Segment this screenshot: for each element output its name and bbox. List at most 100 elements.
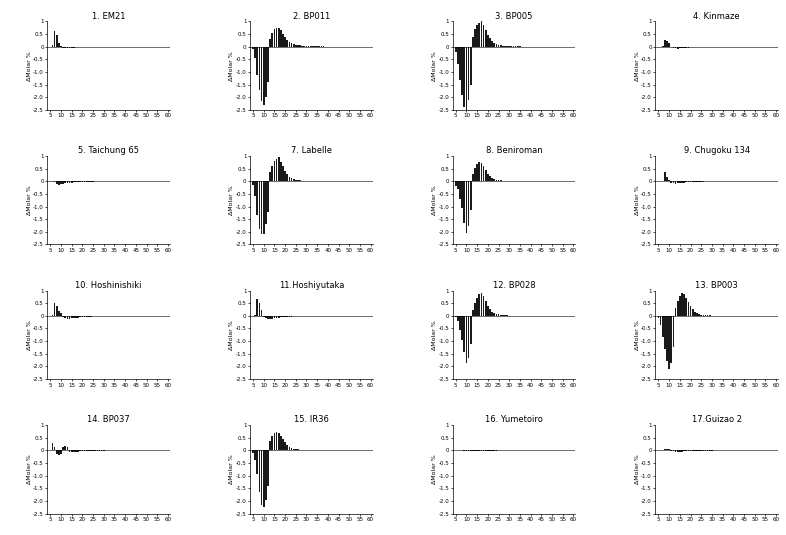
Bar	[468, 47, 469, 100]
Bar	[472, 174, 474, 181]
Bar	[252, 181, 254, 185]
Y-axis label: ΔMolar %: ΔMolar %	[27, 185, 31, 215]
Bar	[270, 172, 271, 181]
Bar	[683, 181, 685, 182]
Bar	[487, 305, 489, 316]
Title: 12. BP028: 12. BP028	[493, 281, 535, 290]
Bar	[685, 297, 687, 316]
Bar	[267, 316, 269, 319]
Bar	[459, 47, 461, 80]
Bar	[71, 450, 72, 452]
Bar	[256, 47, 259, 74]
Bar	[662, 449, 663, 450]
Bar	[282, 439, 284, 450]
Bar	[79, 450, 81, 452]
Bar	[688, 302, 689, 316]
Bar	[79, 316, 81, 317]
Bar	[62, 447, 64, 450]
Bar	[52, 443, 53, 450]
Bar	[681, 450, 683, 452]
Bar	[692, 450, 693, 451]
Y-axis label: ΔMolar %: ΔMolar %	[230, 320, 234, 350]
Bar	[270, 316, 271, 319]
Y-axis label: ΔMolar %: ΔMolar %	[432, 185, 437, 215]
Bar	[61, 181, 62, 184]
Bar	[673, 316, 674, 347]
Bar	[474, 450, 476, 451]
Bar	[280, 316, 281, 317]
Bar	[278, 157, 280, 181]
Bar	[674, 308, 677, 316]
Bar	[489, 39, 490, 47]
Bar	[470, 450, 472, 452]
Title: 3. BP005: 3. BP005	[495, 12, 533, 21]
Bar	[67, 181, 68, 183]
Bar	[77, 316, 79, 318]
Bar	[259, 450, 260, 492]
Bar	[53, 303, 56, 316]
Bar	[263, 316, 265, 317]
Bar	[491, 311, 493, 316]
Y-axis label: ΔMolar %: ΔMolar %	[27, 51, 31, 81]
Y-axis label: ΔMolar %: ΔMolar %	[230, 185, 234, 215]
Bar	[498, 315, 499, 316]
Bar	[474, 168, 476, 181]
Bar	[53, 181, 56, 182]
Bar	[62, 47, 64, 48]
Bar	[670, 47, 672, 48]
Bar	[461, 181, 463, 208]
Bar	[276, 159, 277, 181]
Bar	[677, 450, 678, 452]
Bar	[470, 181, 472, 210]
Title: 15. IR36: 15. IR36	[294, 415, 329, 424]
Bar	[668, 449, 670, 450]
Bar	[58, 43, 60, 47]
Bar	[267, 47, 269, 82]
Bar	[297, 449, 299, 450]
Bar	[681, 181, 683, 183]
Bar	[664, 172, 666, 181]
Bar	[259, 47, 260, 90]
Bar	[500, 45, 501, 47]
Bar	[670, 316, 672, 363]
Bar	[286, 316, 288, 317]
Bar	[256, 450, 259, 475]
Bar	[286, 40, 288, 47]
Bar	[468, 316, 469, 357]
Y-axis label: ΔMolar %: ΔMolar %	[432, 51, 437, 81]
Bar	[282, 166, 284, 181]
Bar	[56, 35, 57, 47]
Bar	[703, 315, 704, 316]
Bar	[685, 47, 687, 48]
Y-axis label: ΔMolar %: ΔMolar %	[634, 185, 640, 215]
Bar	[688, 47, 689, 48]
Title: 8. Beniroman: 8. Beniroman	[486, 146, 542, 155]
Bar	[263, 450, 265, 507]
Bar	[667, 448, 668, 450]
Bar	[73, 181, 75, 182]
Bar	[271, 33, 274, 47]
Bar	[288, 42, 290, 47]
Bar	[457, 181, 459, 189]
Bar	[494, 179, 495, 181]
Bar	[668, 316, 670, 369]
Bar	[53, 447, 56, 450]
Bar	[255, 181, 256, 196]
Bar	[688, 450, 689, 451]
Bar	[489, 309, 490, 316]
Bar	[670, 181, 672, 182]
Bar	[270, 441, 271, 450]
Bar	[255, 315, 256, 316]
Bar	[77, 450, 79, 452]
Bar	[280, 30, 281, 47]
Bar	[694, 312, 696, 316]
Bar	[464, 181, 465, 223]
Title: 17.Guizao 2: 17.Guizao 2	[692, 415, 742, 424]
Bar	[455, 181, 457, 186]
Bar	[674, 450, 677, 452]
Bar	[474, 29, 476, 47]
Bar	[679, 181, 681, 183]
Bar	[256, 181, 259, 216]
Bar	[58, 311, 60, 316]
Bar	[476, 297, 478, 316]
